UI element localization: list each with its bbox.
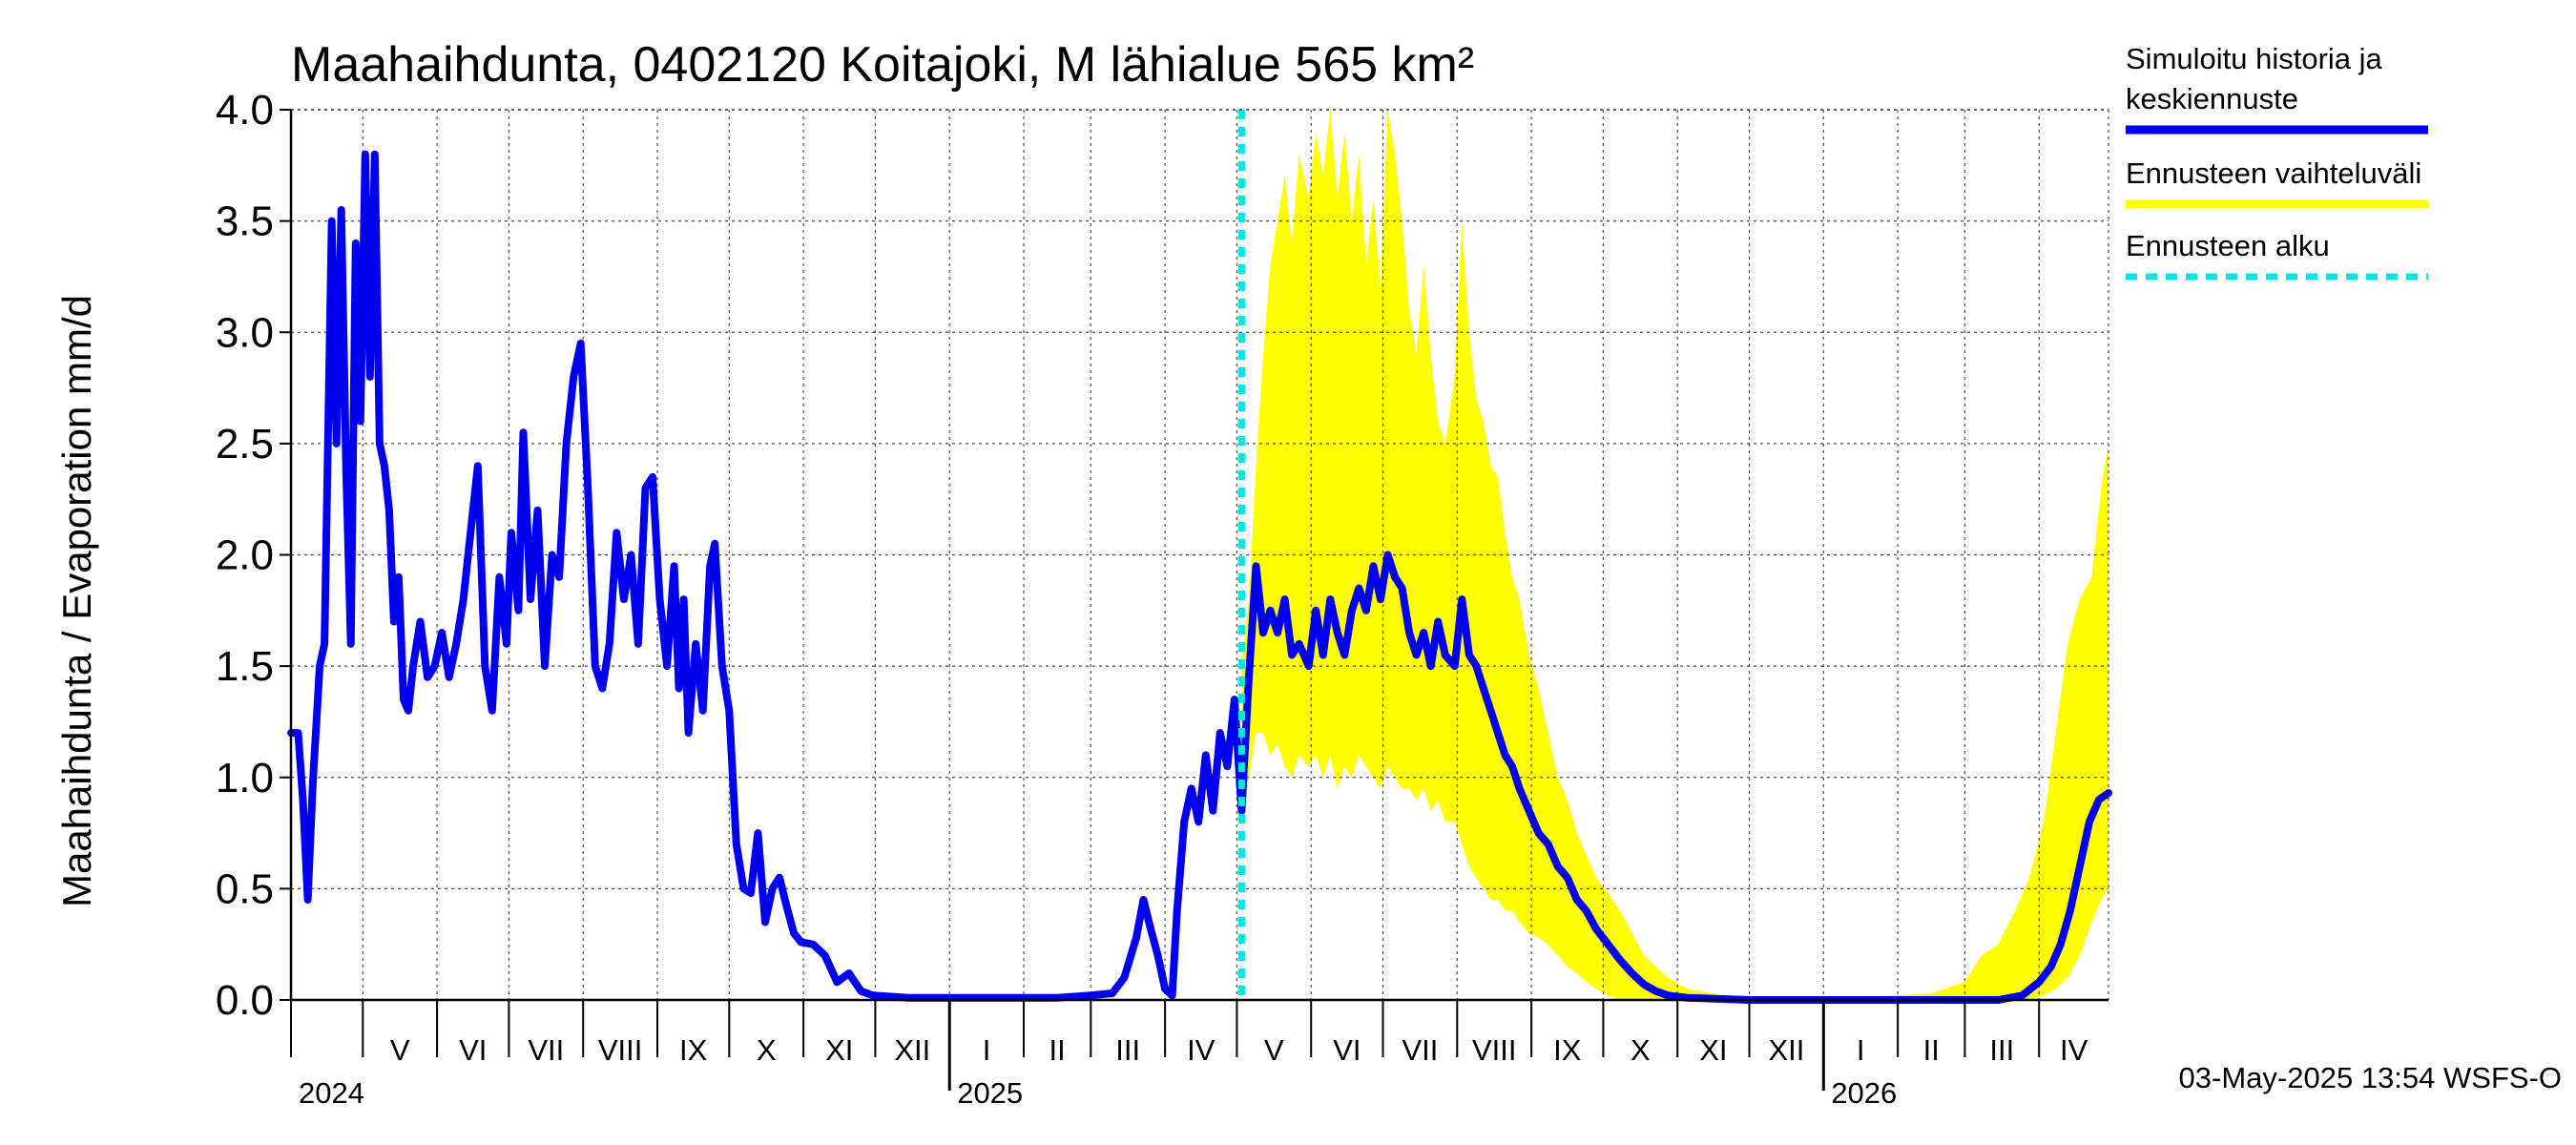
month-label: VI xyxy=(459,1033,487,1067)
y-tick-label: 0.0 xyxy=(216,977,274,1024)
month-label: II xyxy=(1923,1033,1940,1067)
y-tick-label: 2.5 xyxy=(216,421,274,468)
month-label: III xyxy=(1115,1033,1140,1067)
month-label: IX xyxy=(679,1033,708,1067)
year-label: 2026 xyxy=(1831,1076,1897,1110)
y-tick-label: 1.5 xyxy=(216,643,274,690)
month-label: VIII xyxy=(598,1033,643,1067)
month-label: X xyxy=(757,1033,777,1067)
month-label: VII xyxy=(528,1033,564,1067)
y-axis-label-group: Maahaihdunta / Evaporation mm/d xyxy=(54,295,99,907)
series-line-layer xyxy=(287,150,2112,1004)
legend-label: Ennusteen vaihteluväli xyxy=(2126,156,2421,190)
forecast-band-layer xyxy=(1241,110,2109,1000)
month-label: XI xyxy=(1699,1033,1727,1067)
grid-layer xyxy=(291,109,2109,1001)
month-label: IV xyxy=(1187,1033,1215,1067)
month-label: V xyxy=(1264,1033,1284,1067)
month-label: IX xyxy=(1553,1033,1582,1067)
legend-label: Ennusteen alku xyxy=(2126,229,2330,262)
month-label: I xyxy=(983,1033,991,1067)
month-label: VIII xyxy=(1472,1033,1517,1067)
month-label: X xyxy=(1631,1033,1651,1067)
month-label: XII xyxy=(894,1033,930,1067)
y-tick-label: 3.5 xyxy=(216,198,274,245)
month-label: I xyxy=(1857,1033,1865,1067)
month-label: III xyxy=(1989,1033,2014,1067)
legend: Simuloitu historia ja keskiennuste Ennuste… xyxy=(2126,42,2428,281)
month-label: V xyxy=(390,1033,410,1067)
timestamp-footer: 03-May-2025 13:54 WSFS-O xyxy=(2179,1061,2562,1094)
month-label: VI xyxy=(1333,1033,1361,1067)
legend-label: Simuloitu historia ja xyxy=(2126,42,2383,75)
series-line-simulated xyxy=(287,150,2112,1004)
month-label: VII xyxy=(1402,1033,1438,1067)
forecast-range-band xyxy=(1241,110,2109,1000)
month-label: IV xyxy=(2060,1033,2088,1067)
axis-layer: 0.00.51.01.52.02.53.03.54.0V VI VII VIII IX X… xyxy=(216,87,2109,1110)
year-label: 2024 xyxy=(299,1076,364,1110)
y-tick-label: 0.5 xyxy=(216,865,274,912)
y-tick-label: 3.0 xyxy=(216,309,274,356)
y-tick-label: 4.0 xyxy=(216,87,274,134)
y-tick-label: 1.0 xyxy=(216,755,274,802)
year-label: 2025 xyxy=(957,1076,1023,1110)
month-label: XI xyxy=(825,1033,853,1067)
y-axis-label: Maahaihdunta / Evaporation mm/d xyxy=(54,295,99,907)
legend-label: keskiennuste xyxy=(2126,82,2298,115)
month-label: XII xyxy=(1768,1033,1804,1067)
month-label: II xyxy=(1049,1033,1066,1067)
y-tick-label: 2.0 xyxy=(216,532,274,579)
chart-title: Maahaihdunta, 0402120 Koitajoki, M lähia… xyxy=(291,37,1474,93)
